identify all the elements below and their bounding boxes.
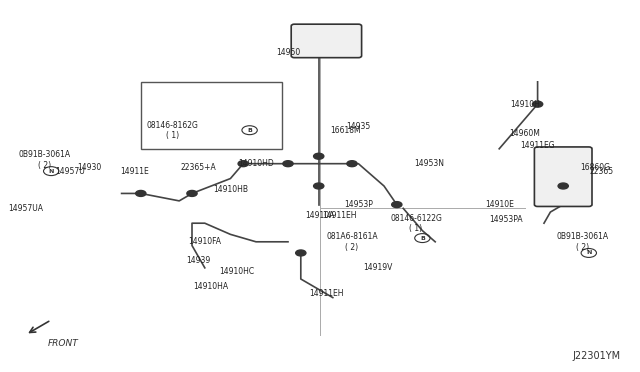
Circle shape (187, 190, 197, 196)
Circle shape (136, 190, 146, 196)
Text: 14911EG: 14911EG (520, 141, 555, 150)
Circle shape (296, 250, 306, 256)
Text: 0B91B-3061A
( 2): 0B91B-3061A ( 2) (19, 150, 71, 170)
Text: 14910A: 14910A (305, 211, 335, 220)
Bar (141, 82, 282, 149)
Circle shape (532, 101, 543, 107)
Text: 14960M: 14960M (509, 129, 540, 138)
Text: B: B (247, 128, 252, 133)
Text: 14910H: 14910H (510, 100, 540, 109)
Text: 14910FA: 14910FA (188, 237, 221, 246)
Text: 14953PA: 14953PA (489, 215, 522, 224)
Text: 14911EH: 14911EH (309, 289, 344, 298)
Text: 14911E: 14911E (120, 167, 148, 176)
Circle shape (314, 153, 324, 159)
Text: 14919V: 14919V (363, 263, 392, 272)
Text: 14910E: 14910E (484, 200, 514, 209)
Text: 16860G: 16860G (580, 163, 610, 172)
Circle shape (283, 161, 293, 167)
Text: 14953N: 14953N (414, 159, 444, 168)
Text: FRONT: FRONT (48, 339, 79, 347)
Text: 08146-6122G
( 1): 08146-6122G ( 1) (390, 214, 442, 233)
Text: 14910HD: 14910HD (238, 159, 274, 168)
Text: 0B91B-3061A
( 2): 0B91B-3061A ( 2) (556, 232, 609, 251)
FancyBboxPatch shape (534, 147, 592, 206)
Text: 22365: 22365 (589, 167, 614, 176)
Text: B: B (420, 235, 425, 241)
Text: 14939: 14939 (186, 256, 211, 265)
Circle shape (238, 161, 248, 167)
Text: J22301YM: J22301YM (573, 351, 621, 361)
Text: 14911EH: 14911EH (322, 211, 356, 220)
Circle shape (347, 161, 357, 167)
Text: 14957U: 14957U (56, 167, 85, 176)
Circle shape (558, 183, 568, 189)
Text: 14953P: 14953P (344, 200, 373, 209)
Text: 081A6-8161A
( 2): 081A6-8161A ( 2) (326, 232, 378, 251)
Text: N: N (49, 169, 54, 174)
Text: N: N (586, 250, 591, 256)
Text: 14950: 14950 (276, 48, 300, 57)
Text: 14930: 14930 (77, 163, 102, 172)
Text: 14935: 14935 (346, 122, 371, 131)
Text: 16618M: 16618M (330, 126, 361, 135)
Text: 14910HA: 14910HA (194, 282, 228, 291)
Text: 14910HB: 14910HB (213, 185, 248, 194)
Circle shape (314, 183, 324, 189)
Text: 22365+A: 22365+A (180, 163, 216, 172)
FancyBboxPatch shape (291, 24, 362, 58)
Text: 08146-8162G
( 1): 08146-8162G ( 1) (147, 121, 199, 140)
Circle shape (392, 202, 402, 208)
Text: 14957UA: 14957UA (8, 204, 43, 213)
Text: 14910HC: 14910HC (220, 267, 254, 276)
